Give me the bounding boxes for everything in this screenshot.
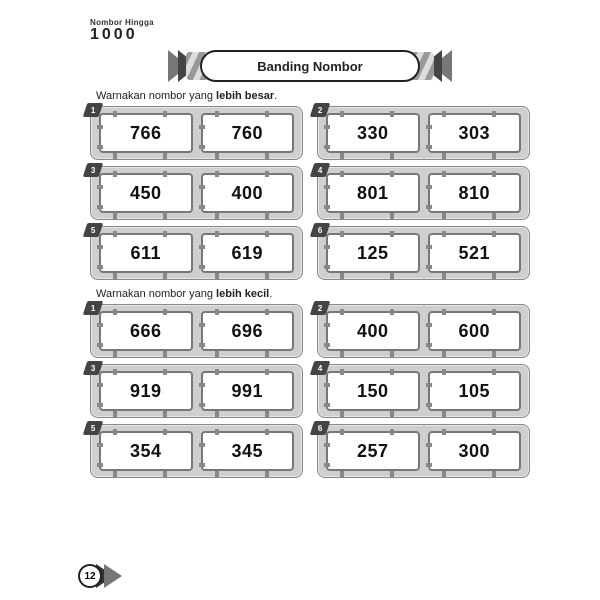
number-value: 330 — [357, 123, 389, 144]
number-cell: 919 — [99, 371, 193, 411]
number-pair: 2330303 — [317, 106, 530, 160]
instr2-bold: lebih kecil — [216, 288, 269, 300]
number-cell: 810 — [428, 173, 522, 213]
header-number: 1000 — [90, 26, 530, 44]
number-cell: 600 — [428, 311, 522, 351]
instruction-1: Warnakan nombor yang lebih besar. — [96, 90, 530, 102]
number-cell: 354 — [99, 431, 193, 471]
number-value: 810 — [458, 183, 490, 204]
number-cell: 450 — [99, 173, 193, 213]
number-value: 345 — [231, 441, 263, 462]
number-cell: 257 — [326, 431, 420, 471]
number-cell: 345 — [201, 431, 295, 471]
number-value: 450 — [130, 183, 162, 204]
number-value: 400 — [357, 321, 389, 342]
number-pair: 1766760 — [90, 106, 303, 160]
number-value: 991 — [231, 381, 263, 402]
number-value: 300 — [458, 441, 490, 462]
number-pair: 5611619 — [90, 226, 303, 280]
number-value: 619 — [231, 243, 263, 264]
page-number-badge: 12 — [78, 564, 122, 588]
number-cell: 150 — [326, 371, 420, 411]
instr1-prefix: Warnakan nombor yang — [96, 90, 216, 102]
number-value: 105 — [458, 381, 490, 402]
grid-section-2: 1666696240060039199914150105535434562573… — [90, 304, 530, 478]
number-cell: 521 — [428, 233, 522, 273]
instr1-period: . — [274, 90, 277, 102]
arrow-icon — [104, 564, 122, 588]
number-value: 666 — [130, 321, 162, 342]
grid-section-1: 1766760233030334504004801810561161961255… — [90, 106, 530, 280]
number-pair: 4801810 — [317, 166, 530, 220]
banner-title: Banding Nombor — [257, 59, 362, 74]
number-cell: 400 — [326, 311, 420, 351]
number-cell: 801 — [326, 173, 420, 213]
number-value: 400 — [231, 183, 263, 204]
number-value: 257 — [357, 441, 389, 462]
number-pair: 1666696 — [90, 304, 303, 358]
number-cell: 991 — [201, 371, 295, 411]
number-pair: 5354345 — [90, 424, 303, 478]
number-value: 801 — [357, 183, 389, 204]
number-pair: 2400600 — [317, 304, 530, 358]
page-number: 12 — [78, 564, 102, 588]
number-cell: 666 — [99, 311, 193, 351]
number-value: 600 — [458, 321, 490, 342]
number-cell: 696 — [201, 311, 295, 351]
banner-pill: Banding Nombor — [200, 50, 420, 82]
number-value: 303 — [458, 123, 490, 144]
instruction-2: Warnakan nombor yang lebih kecil. — [96, 288, 530, 300]
number-value: 760 — [231, 123, 263, 144]
number-value: 125 — [357, 243, 389, 264]
number-cell: 125 — [326, 233, 420, 273]
instr1-bold: lebih besar — [216, 90, 274, 102]
number-value: 150 — [357, 381, 389, 402]
number-cell: 303 — [428, 113, 522, 153]
number-cell: 330 — [326, 113, 420, 153]
number-pair: 6257300 — [317, 424, 530, 478]
number-pair: 3450400 — [90, 166, 303, 220]
instr2-prefix: Warnakan nombor yang — [96, 288, 216, 300]
number-pair: 4150105 — [317, 364, 530, 418]
instr2-period: . — [269, 288, 272, 300]
number-cell: 400 — [201, 173, 295, 213]
page-header: Nombor Hingga 1000 — [90, 18, 530, 44]
title-banner: Banding Nombor — [180, 50, 440, 82]
number-value: 696 — [231, 321, 263, 342]
number-value: 354 — [130, 441, 162, 462]
number-cell: 105 — [428, 371, 522, 411]
number-cell: 300 — [428, 431, 522, 471]
number-pair: 6125521 — [317, 226, 530, 280]
number-pair: 3919991 — [90, 364, 303, 418]
number-value: 611 — [130, 243, 161, 264]
number-cell: 766 — [99, 113, 193, 153]
number-value: 521 — [458, 243, 490, 264]
number-cell: 760 — [201, 113, 295, 153]
number-cell: 611 — [99, 233, 193, 273]
number-value: 919 — [130, 381, 162, 402]
number-value: 766 — [130, 123, 162, 144]
number-cell: 619 — [201, 233, 295, 273]
